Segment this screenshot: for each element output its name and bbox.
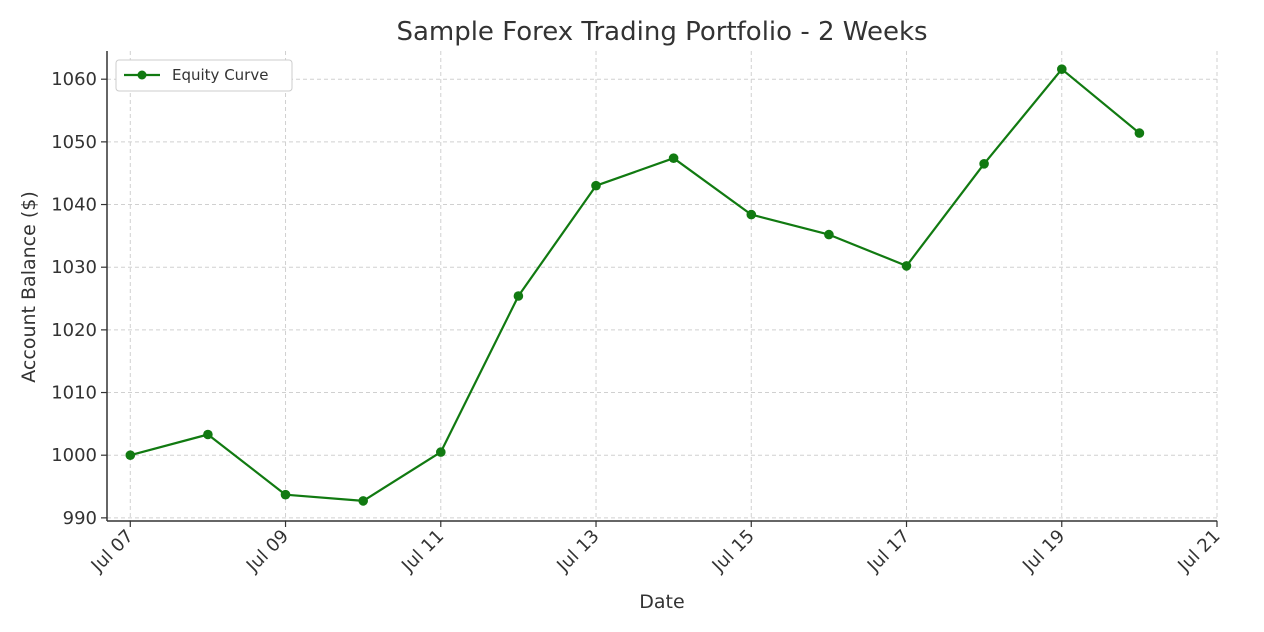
legend: Equity Curve: [115, 59, 293, 92]
series-line: [130, 68, 1141, 502]
x-tick-label: Jul 09: [242, 526, 293, 577]
y-tick-label: 1030: [51, 257, 97, 278]
y-tick-label: 990: [63, 508, 97, 529]
data-point: [901, 261, 912, 271]
legend-box: [115, 59, 293, 92]
x-tick-label: Jul 13: [552, 526, 603, 577]
y-tick-label: 1040: [51, 195, 97, 216]
y-tick-label: 1020: [51, 320, 97, 341]
data-point: [1057, 64, 1067, 74]
data-point: [668, 153, 679, 163]
data-point: [436, 447, 446, 457]
legend-marker: [137, 70, 147, 80]
data-point: [824, 229, 834, 240]
series-layer: [125, 64, 1145, 506]
data-point: [979, 159, 989, 169]
data-point: [358, 496, 369, 506]
y-tick-label: 1050: [51, 132, 97, 153]
x-tick-label: Jul 11: [397, 526, 448, 577]
x-axis-label: Date: [639, 591, 684, 613]
legend-label: Equity Curve: [172, 66, 268, 84]
data-point: [125, 450, 136, 461]
data-point: [1134, 128, 1145, 138]
x-tick-label: Jul 17: [863, 526, 914, 577]
y-tick-label: 1000: [51, 445, 97, 466]
chart-title: Sample Forex Trading Portfolio - 2 Weeks: [396, 17, 927, 47]
x-tick-label: Jul 07: [87, 526, 138, 577]
x-tick-label: Jul 21: [1173, 526, 1224, 577]
data-point: [591, 180, 601, 191]
y-tick-label: 1060: [51, 69, 97, 90]
x-tick-label: Jul 15: [708, 526, 759, 577]
data-point: [746, 209, 757, 220]
y-axis-label: Account Balance ($): [18, 191, 40, 382]
data-point: [513, 291, 524, 301]
y-tick-label: 1010: [51, 383, 97, 404]
data-point: [203, 429, 213, 440]
grid: [107, 51, 1218, 521]
data-point: [280, 489, 291, 500]
axes: 990 1000 1010 1020 1030 1040 1050 1060 Jul 07 Jul…: [51, 51, 1225, 577]
x-tick-label: Jul 19: [1018, 526, 1069, 577]
